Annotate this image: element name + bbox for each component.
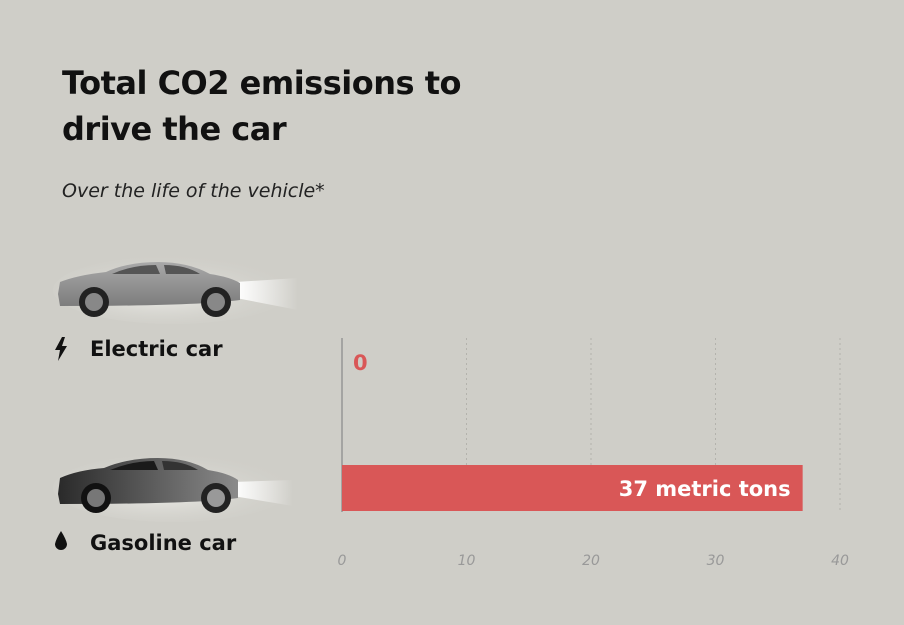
x-tick-label: 30 <box>707 553 725 569</box>
x-tick-label: 0 <box>338 553 347 569</box>
chart-subtitle: Over the life of the vehicle* <box>62 180 325 202</box>
category-label-gasoline: Gasoline car <box>90 531 237 555</box>
fuel-drop-icon <box>55 531 67 550</box>
data-label-electric: 0 <box>353 351 368 375</box>
bar-gasoline <box>342 465 803 511</box>
category-label-electric: Electric car <box>90 337 223 361</box>
electric-car-image <box>53 256 298 324</box>
x-tick-label: 10 <box>458 553 476 569</box>
x-tick-label: 40 <box>831 553 849 569</box>
lightning-bolt-icon <box>55 337 67 361</box>
x-tick-label: 20 <box>582 553 600 569</box>
data-label-gasoline: 37 metric tons <box>619 477 791 501</box>
gasoline-car-image <box>53 454 293 522</box>
chart-title: Total CO2 emissions to drive the car <box>62 64 461 148</box>
